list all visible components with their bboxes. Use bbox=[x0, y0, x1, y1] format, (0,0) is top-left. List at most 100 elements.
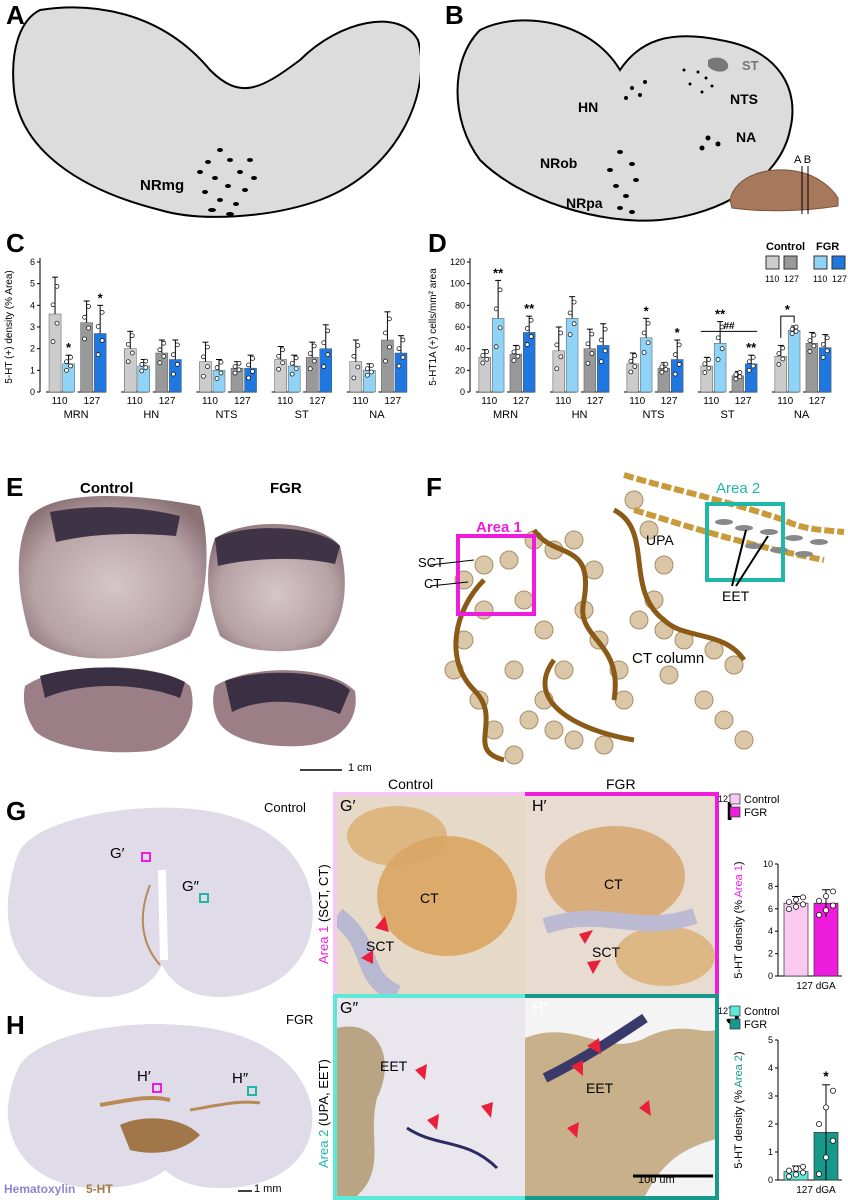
trophoblast-bead bbox=[714, 710, 734, 730]
data-point bbox=[50, 339, 56, 344]
data-point bbox=[139, 362, 145, 367]
legend-exponent: 127 bbox=[718, 794, 733, 804]
data-point bbox=[663, 361, 669, 367]
bar bbox=[212, 370, 226, 393]
data-point bbox=[387, 344, 392, 350]
bracket bbox=[780, 315, 795, 338]
data-point bbox=[365, 372, 370, 378]
y-tick-label: 8 bbox=[768, 881, 773, 891]
f-area2-label: Area 2 bbox=[716, 480, 761, 497]
data-point bbox=[369, 363, 374, 368]
x-group-label: HN bbox=[572, 409, 588, 421]
data-point bbox=[719, 324, 725, 330]
data-point bbox=[214, 376, 220, 381]
trophoblast-bead bbox=[534, 620, 554, 640]
data-point bbox=[641, 330, 647, 336]
data-point bbox=[816, 1121, 822, 1128]
x-day-label: 127 bbox=[159, 396, 176, 407]
y-tick-label: 1 bbox=[30, 365, 35, 375]
g-ct-label: CT bbox=[420, 890, 439, 906]
red-arrowheads bbox=[361, 916, 713, 1178]
legend-swatch bbox=[729, 1018, 741, 1030]
section-marks-label: A B bbox=[794, 154, 811, 166]
y-tick-label: 0 bbox=[30, 387, 35, 397]
data-point bbox=[396, 346, 402, 352]
data-point bbox=[511, 358, 517, 363]
nrpa-label: NRpa bbox=[566, 195, 603, 211]
trophoblast-bead bbox=[499, 550, 519, 570]
bar bbox=[80, 322, 93, 393]
data-point bbox=[396, 363, 402, 369]
data-point bbox=[816, 1171, 822, 1177]
data-point bbox=[823, 1104, 829, 1111]
data-point bbox=[171, 371, 176, 377]
x-day-label: 127 bbox=[809, 396, 826, 407]
area2-word: Area 2 bbox=[316, 1129, 331, 1168]
bar bbox=[491, 318, 505, 393]
x-group-label: NTS bbox=[215, 409, 237, 421]
y-tick-label: 5 bbox=[30, 279, 35, 289]
data-point bbox=[715, 335, 721, 341]
data-point bbox=[355, 343, 361, 348]
data-point bbox=[387, 316, 392, 322]
y-tick-label: 3 bbox=[768, 1091, 773, 1101]
panel-label-e: E bbox=[6, 472, 24, 502]
data-point bbox=[175, 362, 180, 367]
data-point bbox=[171, 352, 176, 357]
data-point bbox=[515, 353, 521, 359]
f-ct-label: CT bbox=[424, 576, 442, 591]
f-eet-label: EET bbox=[722, 588, 750, 604]
bar bbox=[700, 365, 713, 393]
significance-star: ** bbox=[746, 340, 757, 355]
trophoblast-bead bbox=[504, 745, 524, 765]
data-point bbox=[129, 350, 135, 356]
x-day-label: 110 bbox=[352, 396, 368, 407]
y-tick-label: 2 bbox=[30, 344, 35, 354]
x-day-label: 110 bbox=[52, 396, 68, 407]
bar bbox=[305, 357, 319, 393]
f-upa-label: UPA bbox=[646, 532, 674, 548]
legend-swatch bbox=[729, 1005, 741, 1017]
data-point bbox=[86, 304, 91, 309]
x-day-label: 127 bbox=[513, 396, 530, 407]
data-point bbox=[250, 369, 255, 374]
micro-control-header: Control bbox=[388, 776, 434, 792]
data-point bbox=[750, 363, 756, 369]
data-point bbox=[82, 314, 87, 320]
trophoblast-bead bbox=[614, 690, 634, 710]
data-point bbox=[786, 899, 792, 905]
data-point bbox=[659, 364, 665, 370]
data-point bbox=[355, 364, 361, 370]
data-point bbox=[497, 325, 503, 331]
data-point bbox=[157, 347, 163, 353]
bar bbox=[230, 367, 244, 393]
data-point bbox=[567, 332, 573, 337]
trophoblast-bead bbox=[584, 560, 604, 580]
data-point bbox=[95, 352, 101, 357]
y-tick-label: 3 bbox=[30, 322, 35, 332]
bracket-label: * bbox=[785, 302, 791, 317]
x-day-label: 110 bbox=[202, 396, 218, 407]
data-point bbox=[205, 344, 210, 350]
significance-star: ** bbox=[524, 301, 535, 316]
data-point bbox=[236, 367, 242, 373]
data-point bbox=[789, 331, 795, 336]
y-tick-label: 120 bbox=[450, 257, 465, 267]
data-point bbox=[567, 310, 573, 316]
area1-word: Area 1 bbox=[316, 925, 331, 964]
data-point bbox=[289, 360, 295, 366]
scale-1cm-label: 1 cm bbox=[348, 762, 372, 774]
data-point bbox=[793, 896, 799, 903]
trophoblast-bead bbox=[564, 530, 584, 550]
data-point bbox=[321, 340, 327, 346]
data-point bbox=[129, 333, 135, 339]
bar bbox=[597, 345, 610, 393]
g-double-prime-label: G″ bbox=[182, 878, 199, 895]
data-point bbox=[68, 363, 73, 369]
data-point bbox=[125, 341, 131, 347]
data-point bbox=[86, 325, 91, 331]
y-tick-label: 80 bbox=[455, 300, 465, 310]
legend-label: Control bbox=[744, 794, 779, 806]
significance-star: ** bbox=[715, 307, 726, 322]
data-point bbox=[823, 1154, 829, 1161]
